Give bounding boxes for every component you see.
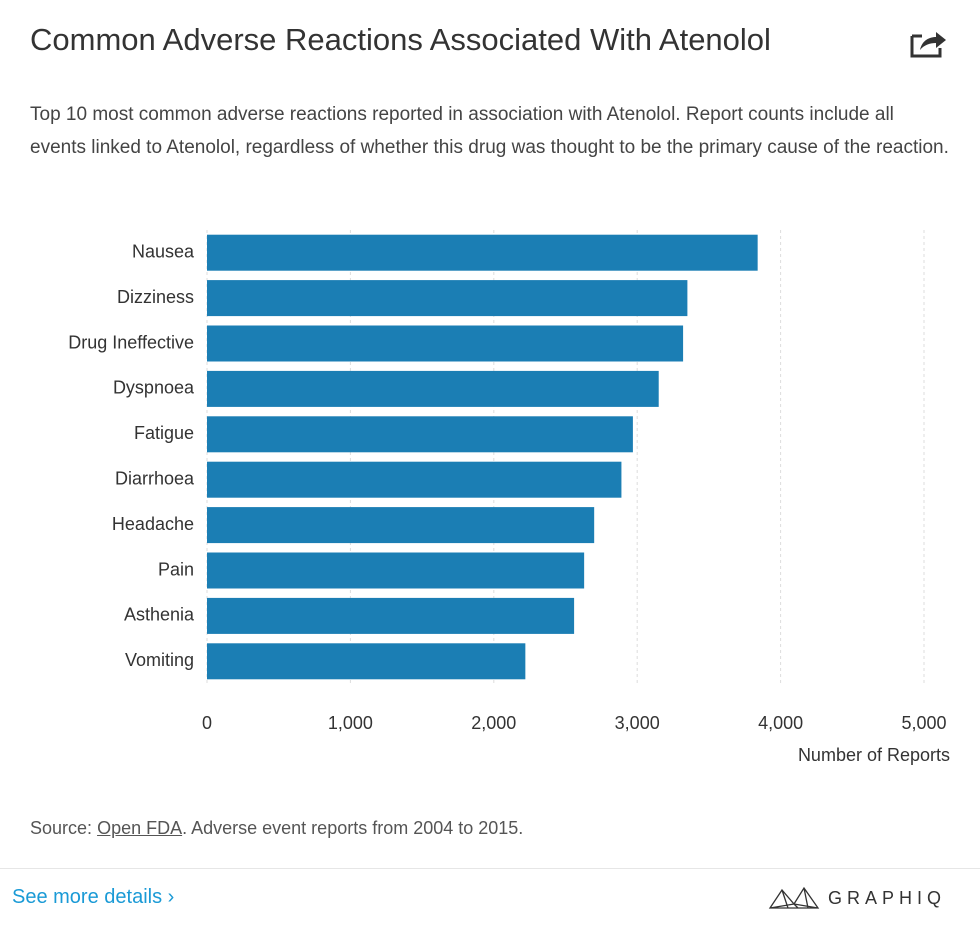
brand: GRAPHIQ: [828, 888, 947, 908]
x-axis-label: Number of Reports: [798, 745, 950, 765]
bar: [207, 461, 622, 498]
chart-subtitle: Top 10 most common adverse reactions rep…: [30, 104, 949, 158]
y-tick-label: Dizziness: [117, 287, 194, 307]
source-suffix: . Adverse event reports from 2004 to 201…: [182, 818, 524, 838]
y-tick-label: Asthenia: [124, 605, 195, 625]
y-tick-label: Drug Ineffective: [68, 332, 194, 352]
bar: [207, 416, 633, 453]
bar: [207, 370, 659, 407]
chart: Number of Reports 0 1,000 2,000 3,000 4,000 5…: [68, 230, 950, 765]
share-icon[interactable]: [906, 24, 950, 60]
x-tick-label: 1,000: [328, 713, 373, 733]
y-tick-label: Pain: [158, 559, 194, 579]
bar: [207, 280, 688, 317]
y-tick-label: Vomiting: [125, 650, 194, 670]
y-tick-label: Headache: [112, 514, 194, 534]
x-tick-label: 3,000: [615, 713, 660, 733]
bar: [207, 643, 526, 680]
x-tick-label: 0: [202, 713, 212, 733]
bar: [207, 325, 684, 362]
y-tick-label: Fatigue: [134, 423, 194, 443]
y-tick-label: Diarrhoea: [115, 468, 195, 488]
source: Source: Open FDA. Adverse event reports …: [30, 818, 523, 839]
source-link[interactable]: Open FDA: [97, 818, 183, 838]
bar: [207, 552, 585, 589]
bar: [207, 234, 758, 271]
brand-logo: [768, 886, 820, 909]
x-tick-label: 2,000: [471, 713, 516, 733]
source-prefix: Source:: [30, 818, 93, 838]
y-tick-label: Dyspnoea: [113, 378, 195, 398]
x-tick-label: 5,000: [901, 713, 946, 733]
x-tick-label: 4,000: [758, 713, 803, 733]
details-link[interactable]: See more details ›: [12, 886, 175, 908]
y-tick-label: Nausea: [132, 241, 195, 261]
bar: [207, 597, 575, 634]
chart-title: Common Adverse Reactions Associated With…: [30, 22, 771, 57]
divider: [0, 868, 980, 869]
bar: [207, 507, 595, 544]
